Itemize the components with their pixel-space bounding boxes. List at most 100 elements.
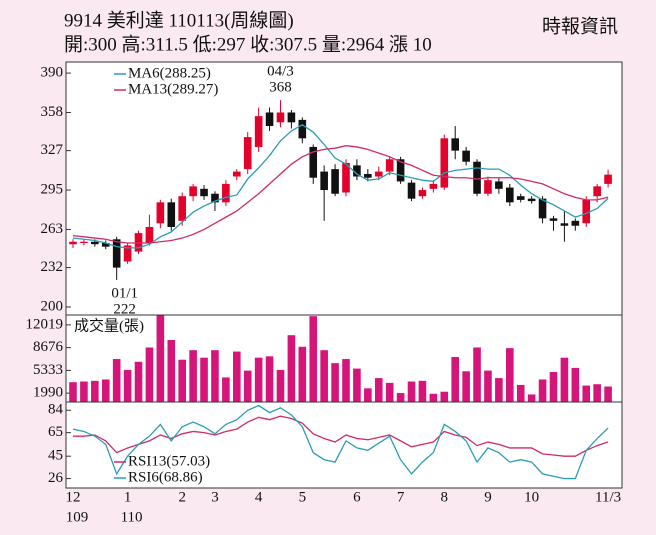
volume-bar (484, 370, 492, 402)
volume-bar (604, 386, 612, 402)
candle-body (549, 218, 558, 221)
volume-bar (451, 357, 459, 402)
volume-bar (342, 359, 350, 402)
volume-bar (331, 363, 339, 402)
candle-body (91, 241, 99, 245)
volume-bar (374, 378, 383, 402)
volume-bar (178, 359, 186, 402)
candle-body (473, 161, 481, 194)
series-line (72, 124, 609, 249)
y-tick-label: 295 (41, 181, 64, 197)
source: 時報資訊 (542, 15, 618, 37)
candle-body (265, 112, 274, 127)
x-tick-label: 11/3 (595, 489, 621, 505)
volume-bar (538, 379, 547, 402)
candle-body (287, 112, 296, 123)
volume-bar (101, 379, 110, 402)
volume-bar (309, 316, 318, 402)
x-tick-label: 5 (299, 489, 307, 505)
volume-bar (385, 382, 394, 402)
volume-bar (418, 380, 427, 402)
y-tick-label: 65 (48, 424, 63, 440)
candle-body (309, 146, 318, 178)
legend-entry: RSI6(68.86) (128, 469, 203, 485)
x-tick-label: 12 (66, 489, 81, 505)
y-tick-label: 84 (48, 402, 64, 418)
candle-body (80, 241, 88, 243)
candle-body (516, 196, 525, 200)
candle-body (320, 171, 328, 191)
candle-body (451, 138, 459, 151)
chart-subtitle: 開:300 高:311.5 低:297 收:307.5 量:2964 漲 10 (64, 33, 432, 55)
candle-body (156, 202, 165, 224)
candle-body (123, 245, 132, 262)
candle-body (506, 187, 514, 203)
candle-body (298, 119, 307, 139)
y-tick-label: 390 (41, 65, 64, 81)
candle-body (112, 239, 121, 268)
x-tick-label: 7 (397, 489, 405, 505)
candle-body (189, 186, 197, 197)
volume-bar (265, 356, 274, 402)
volume-bar (276, 369, 285, 402)
volume-bar (222, 377, 230, 402)
candle-body (385, 159, 394, 172)
y-tick-label: 327 (41, 142, 64, 158)
y-tick-label: 263 (41, 221, 64, 237)
y-tick-label: 8676 (33, 339, 64, 355)
volume-bar (506, 348, 514, 402)
volume-bar (593, 384, 601, 402)
y-tick-label: 358 (41, 104, 64, 120)
volume-bar (462, 371, 470, 402)
panel-title: 成交量(張) (74, 316, 144, 334)
candle-body (243, 137, 252, 170)
candle-body (604, 174, 612, 184)
volume-bar (80, 381, 88, 402)
x-tick-label: 6 (353, 489, 361, 505)
annotation-value: 222 (113, 301, 136, 317)
y-tick-label: 200 (41, 298, 64, 314)
volume-bar (91, 380, 99, 402)
volume-bar (298, 346, 307, 402)
candle-body (222, 183, 230, 203)
candle-body (233, 171, 241, 177)
volume-bar (396, 393, 405, 402)
volume-bar (69, 382, 77, 402)
volume-bar (364, 388, 372, 402)
volume-bar (560, 357, 569, 402)
candle-body (353, 165, 361, 177)
candle-body (582, 199, 591, 224)
volume-bar (320, 350, 328, 402)
volume-bar (527, 394, 536, 402)
candle-body (407, 182, 416, 199)
candle-body (211, 193, 219, 203)
legend-entry: MA6(288.25) (128, 65, 211, 81)
candle-body (418, 190, 427, 197)
candle-body (571, 220, 580, 226)
x-year-label: 110 (121, 509, 143, 525)
volume-bar (287, 335, 296, 402)
y-tick-label: 26 (48, 470, 64, 486)
candle-body (331, 169, 339, 194)
x-tick-label: 3 (211, 489, 219, 505)
candle-body (200, 188, 208, 197)
annotation-date: 01/1 (111, 285, 138, 301)
candle-body (276, 112, 285, 123)
candle-body (440, 138, 449, 188)
volume-bar (549, 371, 558, 402)
chart-title: 9914 美利達 110113(周線圖) (64, 9, 294, 31)
y-tick-label: 45 (48, 448, 63, 464)
series-line (72, 404, 609, 480)
volume-bar (254, 357, 263, 402)
candle-body (495, 181, 503, 189)
volume-bar (353, 368, 361, 402)
volume-bar (571, 367, 580, 402)
series-line (73, 415, 609, 457)
volume-bar (516, 384, 525, 402)
volume-bar (123, 369, 132, 402)
candle-body (593, 186, 601, 197)
volume-bar (407, 381, 416, 402)
candle-body (364, 174, 372, 178)
x-tick-label: 2 (178, 489, 186, 505)
